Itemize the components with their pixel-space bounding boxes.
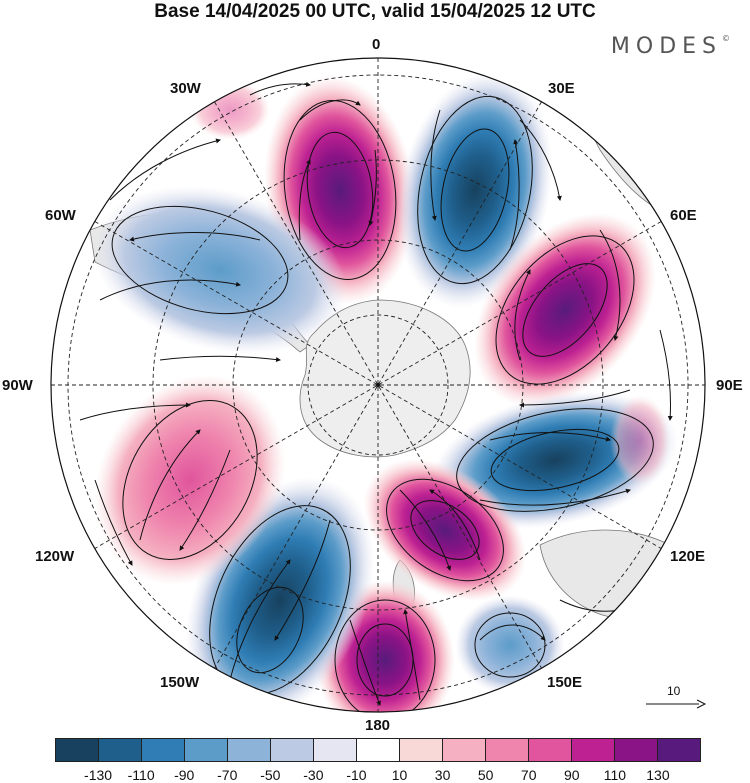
lon-label-120w: 120W: [35, 548, 75, 565]
lon-label-150w: 150W: [160, 674, 200, 691]
colorbar-swatch: [185, 739, 228, 761]
colorbar: [55, 738, 701, 762]
anomaly-neg-25e: [397, 71, 553, 309]
colorbar-swatch: [658, 739, 700, 761]
anomaly-pos-weak-110e: [610, 395, 670, 485]
anomaly-neg-60w: [92, 185, 348, 355]
wind-vectors: [79, 81, 673, 706]
colorbar-swatch: [572, 739, 615, 761]
graticule: [51, 58, 705, 712]
colorbar-tick-label: -30: [303, 767, 324, 783]
colorbar-tick-label: -50: [260, 767, 281, 783]
south-pole-marker: [376, 383, 380, 387]
colorbar-tick-label: -130: [84, 767, 113, 783]
colorbar-tick-label: 70: [520, 767, 537, 783]
colorbar-tick-label: -70: [217, 767, 238, 783]
lon-label-60w: 60W: [45, 207, 76, 224]
lon-label-30w: 30W: [170, 80, 201, 97]
colorbar-tick-label: 110: [603, 767, 627, 783]
colorbar-swatch: [56, 739, 99, 761]
colorbar-tick-label: -90: [174, 767, 195, 783]
colorbar-swatch: [443, 739, 486, 761]
lon-label-30e: 30E: [548, 80, 575, 97]
reference-arrow-icon: [646, 699, 707, 709]
colorbar-swatch: [486, 739, 529, 761]
reference-vector-value: 10: [667, 684, 681, 698]
colorbar-tick-label: -10: [346, 767, 367, 783]
map-title: Base 14/04/2025 00 UTC, valid 15/04/2025…: [154, 1, 596, 22]
colorbar-swatch: [142, 739, 185, 761]
colorbar-swatch: [228, 739, 271, 761]
map-border: [50, 57, 706, 713]
lon-label-120e: 120E: [670, 548, 706, 565]
lon-label-180: 180: [365, 717, 391, 734]
colorbar-tick-label: 10: [391, 767, 408, 783]
lon-label-90w: 90W: [2, 377, 33, 394]
modes-logo: MODES©: [611, 34, 730, 59]
colorbar-swatch: [529, 739, 572, 761]
brand-text: MODES: [610, 34, 722, 59]
copyright-mark: ©: [722, 34, 730, 43]
antarctica-landmass: [299, 299, 471, 458]
contour-lines: [111, 95, 654, 712]
colorbar-tick-label: -110: [127, 767, 155, 783]
lon-label-90e: 90E: [716, 377, 743, 394]
lon-label-0: 0: [372, 36, 381, 53]
colorbar-tick-label: 90: [564, 767, 580, 783]
lon-label-150e: 150E: [547, 674, 583, 691]
colorbar-swatch: [271, 739, 314, 761]
colorbar-tick-label: 30: [434, 767, 451, 783]
colorbar-tick-label: 130: [646, 767, 670, 783]
lon-label-60e: 60E: [670, 207, 697, 224]
colorbar-swatch: [615, 739, 658, 761]
colorbar-swatch: [314, 739, 357, 761]
colorbar-swatch: [357, 739, 400, 761]
colorbar-tick-label: 50: [477, 767, 494, 783]
colorbar-swatch: [99, 739, 142, 761]
colorbar-swatch: [400, 739, 443, 761]
